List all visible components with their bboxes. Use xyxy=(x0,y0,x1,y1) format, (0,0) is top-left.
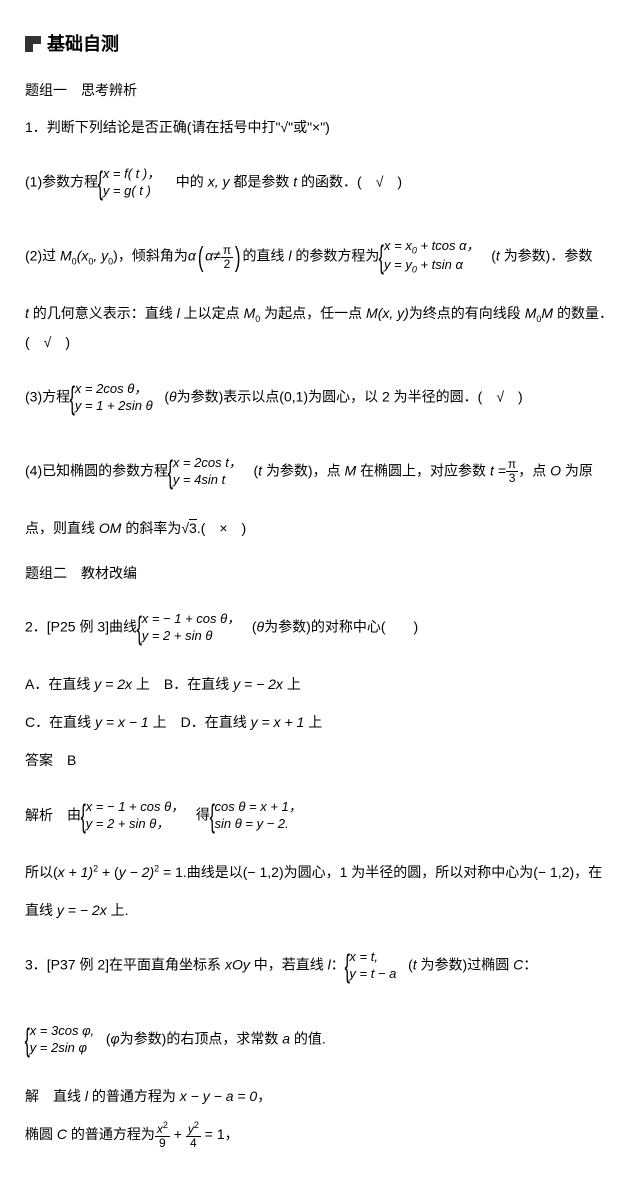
section-header: 基础自测 xyxy=(25,30,615,59)
q2-answer: 答案B xyxy=(25,746,615,774)
q1-2-line2: t 的几何意义表示：直线 l 上以定点 M0 为起点，任一点 M(x, y)为终… xyxy=(25,299,615,356)
header-title: 基础自测 xyxy=(47,30,119,59)
q1-3: (3)方程{x = 2cos θ，y = 1 + 2sin θ (θ为参数)表示… xyxy=(25,366,615,430)
q1-4: (4)已知椭圆的参数方程{x = 2cos t，y = 4sin t (t 为参… xyxy=(25,440,615,504)
group2-title: 题组二 教材改编 xyxy=(25,562,615,584)
q2-opts-ab: A．在直线 y = 2x 上 B．在直线 y = − 2x 上 xyxy=(25,670,615,698)
group1-title: 题组一 思考辨析 xyxy=(25,79,615,101)
q1-2: (2)过 M0(x0, y0)，倾斜角为α(α≠π2)的直线 l 的参数方程为{… xyxy=(25,225,615,289)
q2-sol-line3: 直线 y = − 2x 上. xyxy=(25,896,615,924)
q3-line2: {x = 3cos φ,y = 2sin φ (φ为参数)的右顶点，求常数 a … xyxy=(25,1008,615,1072)
q2-sol-line2: 所以(x + 1)2 + (y − 2)2 = 1.曲线是以(− 1,2)为圆心… xyxy=(25,858,615,886)
header-icon xyxy=(25,36,41,52)
q1-4-line2: 点，则直线 OM 的斜率为√3.( × ) xyxy=(25,514,615,542)
q3-sol2: 椭圆 C 的普通方程为x29 + y24 = 1， xyxy=(25,1120,615,1150)
q2: 2．[P25 例 3]曲线{x = − 1 + cos θ，y = 2 + si… xyxy=(25,596,615,660)
q2-solution: 解析由{x = − 1 + cos θ，y = 2 + sin θ， 得{cos… xyxy=(25,784,615,848)
q3-sol: 解直线 l 的普通方程为 x − y − a = 0， xyxy=(25,1082,615,1110)
q2-opts-cd: C．在直线 y = x − 1 上 D．在直线 y = x + 1 上 xyxy=(25,708,615,736)
q3: 3．[P37 例 2]在平面直角坐标系 xOy 中，若直线 l：{x = t,y… xyxy=(25,934,615,998)
q1-intro: 1．判断下列结论是否正确(请在括号中打"√"或"×") xyxy=(25,113,615,141)
q1-1: (1)参数方程{x = f( t )，y = g( t ) 中的 x, y 都是… xyxy=(25,151,615,215)
